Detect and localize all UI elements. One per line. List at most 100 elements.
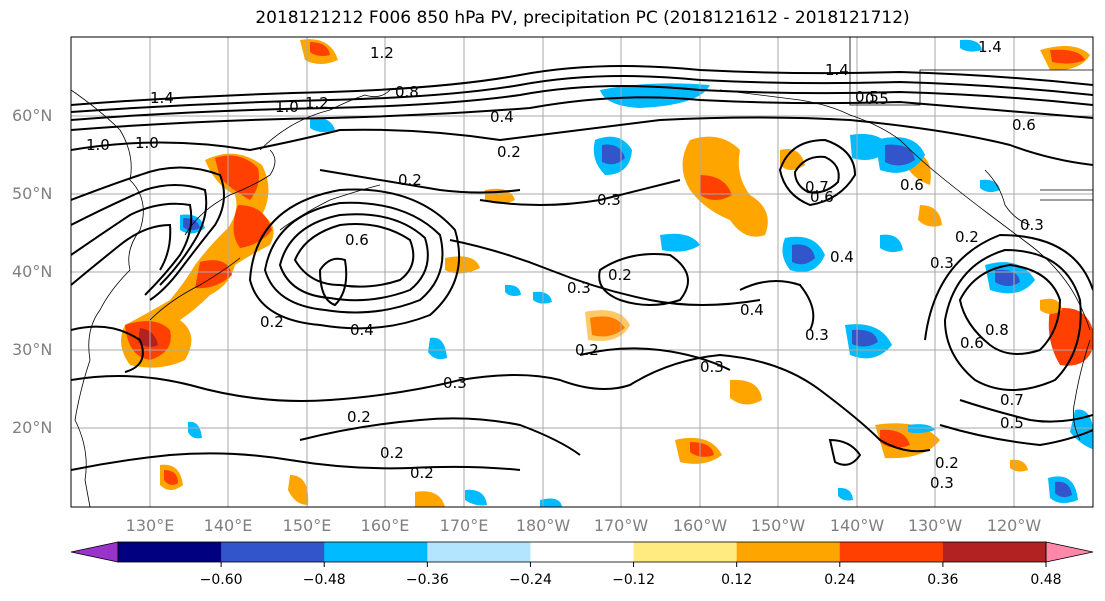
gridlines — [71, 37, 1093, 507]
colorbar-segment — [118, 542, 222, 562]
precip-blob — [505, 284, 521, 296]
contour-label: 0.6 — [1012, 116, 1036, 134]
colorbar-segment — [221, 542, 325, 562]
precip-blob — [960, 39, 982, 52]
contour-label: 0.2 — [575, 341, 599, 359]
map-title: 2018121212 F006 850 hPa PV, precipitatio… — [255, 8, 910, 28]
contour-label: 0.2 — [608, 266, 632, 284]
precip-blob — [792, 244, 815, 265]
colorbar-segment — [324, 542, 428, 562]
colorbar-high-extension — [1045, 541, 1094, 563]
colorbar-segment — [427, 542, 531, 562]
lon-label: 160°E — [361, 516, 410, 535]
contour-label: 0.6 — [810, 188, 834, 206]
contour-label: 0.3 — [700, 358, 724, 376]
precip-blob — [445, 256, 480, 274]
precip-shading — [121, 39, 1093, 507]
contour-label: 0.4 — [490, 108, 514, 126]
contour-label: 0.2 — [935, 454, 959, 472]
contour-label: 0.2 — [380, 444, 404, 462]
colorbar-tick-label: −0.12 — [612, 572, 655, 588]
precip-blob — [908, 424, 935, 434]
precip-blob — [215, 155, 259, 200]
colorbar-tick-label: −0.60 — [200, 572, 243, 588]
precip-blob — [164, 470, 178, 485]
precip-blob — [1048, 308, 1093, 366]
contour-label: 0.3 — [567, 279, 591, 297]
contour-label: 0.5 — [1000, 414, 1024, 432]
colorbar-segment — [530, 542, 635, 562]
lat-label: 40°N — [12, 262, 52, 281]
contour-label: 0.4 — [830, 248, 854, 266]
colorbar-segment — [736, 542, 841, 562]
contour-label: 1.4 — [150, 89, 174, 107]
colorbar-tick-label: 0.36 — [927, 572, 958, 588]
precip-blob — [195, 260, 232, 289]
contour-label: 0.5 — [865, 90, 889, 108]
colorbar-tick-label: −0.36 — [406, 572, 449, 588]
precip-blob — [1050, 49, 1085, 64]
precip-blob — [585, 310, 630, 341]
contour-label: 0.3 — [1020, 216, 1044, 234]
lon-label: 150°W — [751, 516, 806, 535]
colorbar-segment — [942, 542, 1047, 562]
precip-blob — [918, 205, 942, 227]
precip-blob — [138, 328, 158, 347]
colorbar-tick-label: 0.48 — [1030, 572, 1061, 588]
contour-label: 1.4 — [978, 38, 1002, 56]
precip-blob — [310, 42, 330, 56]
contour-label: 0.4 — [740, 301, 764, 319]
lon-label: 170°E — [440, 516, 489, 535]
contour-label: 0.7 — [805, 178, 829, 196]
lon-label: 140°W — [830, 516, 885, 535]
lon-label: 170°W — [594, 516, 649, 535]
precip-blob — [1010, 459, 1028, 472]
colorbar-low-extension — [70, 541, 119, 563]
colorbar: −0.60 −0.48 −0.36 −0.24 −0.12 0.12 0.24 0.36 0.4… — [70, 541, 1094, 588]
precip-blob — [690, 442, 714, 457]
contour-label: 0.8 — [395, 83, 419, 101]
colorbar-segment — [633, 542, 738, 562]
precip-blob — [600, 83, 710, 108]
lon-label: 120°W — [987, 516, 1042, 535]
contour-label: 0.2 — [410, 464, 434, 482]
contour-label: 0.6 — [960, 334, 984, 352]
precip-blob — [415, 491, 445, 507]
lon-label: 150°E — [283, 516, 332, 535]
colorbar-segment — [839, 542, 944, 562]
contour-label: 0.2 — [955, 228, 979, 246]
lat-label: 60°N — [12, 106, 52, 125]
precip-blob — [465, 489, 487, 506]
contour-label: 1.0 — [86, 136, 110, 154]
contour-label: 1.4 — [825, 61, 849, 79]
precip-blob — [660, 233, 700, 252]
contour-label: 1.2 — [370, 44, 394, 62]
contour-label: 0.3 — [597, 191, 621, 209]
precip-blob — [730, 379, 762, 405]
colorbar-tick-label: 0.12 — [721, 572, 752, 588]
contour-label: 0.4 — [350, 321, 374, 339]
lat-label: 30°N — [12, 340, 52, 359]
contour-label: 0.2 — [347, 408, 371, 426]
contour-label: 0.2 — [497, 143, 521, 161]
contour-label: 0.3 — [805, 326, 829, 344]
precip-blob — [838, 487, 853, 501]
lon-label: 140°E — [204, 516, 253, 535]
contour-label: 0.6 — [900, 176, 924, 194]
contour-label: 0.8 — [985, 321, 1009, 339]
precip-blob — [288, 475, 309, 505]
lon-label: 130°W — [908, 516, 963, 535]
precip-blob — [540, 498, 562, 507]
coastlines — [71, 37, 1093, 507]
precip-blob — [885, 144, 915, 166]
contour-label: 0.7 — [1000, 391, 1024, 409]
contour-labels: 1.4 1.2 1.0 1.2 0.8 0.4 0.2 0.2 0.3 0.6 … — [86, 38, 1044, 492]
contour-label: 0.6 — [345, 231, 369, 249]
contour-label: 1.0 — [135, 134, 159, 152]
precip-blob — [780, 149, 805, 170]
contour-label: 0.5 — [855, 88, 879, 106]
precip-blob — [1055, 481, 1072, 498]
pv-contours — [71, 65, 1093, 471]
precip-blob — [188, 421, 202, 439]
